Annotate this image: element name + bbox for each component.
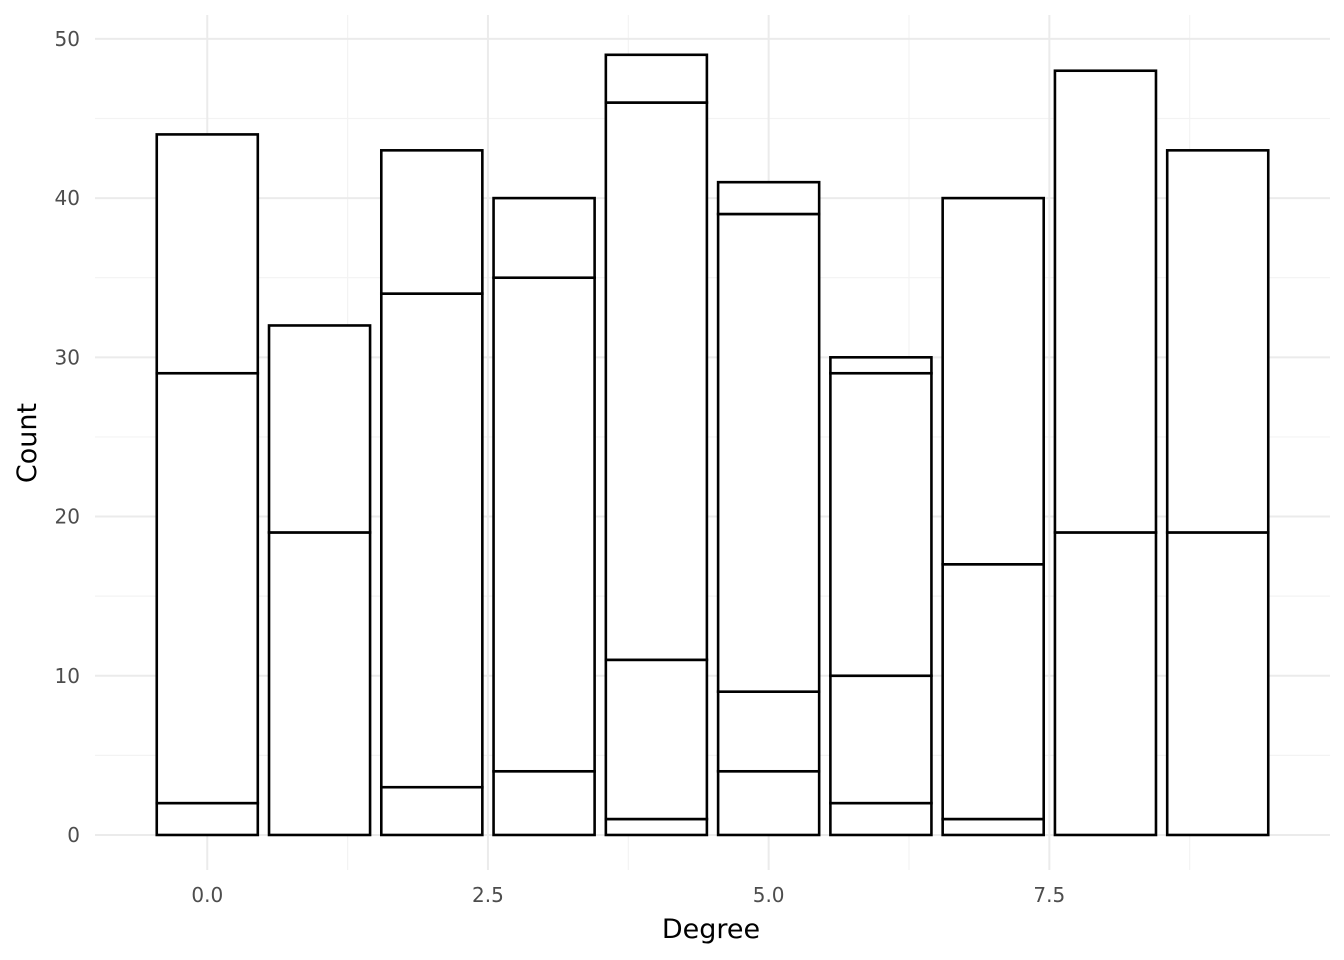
bar-segment — [379, 292, 484, 789]
bar-segment — [492, 769, 596, 837]
bar-stack — [1165, 149, 1270, 837]
bar-segment — [267, 324, 372, 534]
bar-segment — [829, 356, 933, 375]
x-tick-label: 2.5 — [472, 883, 504, 907]
x-axis-ticks: 0.0 2.5 5.0 7.5 — [191, 883, 1065, 907]
bar-segment — [604, 53, 709, 104]
bar-stack — [829, 356, 933, 837]
bar-stack — [604, 53, 709, 837]
bar-segment — [155, 801, 260, 837]
bar-segment — [155, 371, 260, 805]
bar-segment — [941, 817, 1046, 837]
bar-stack — [155, 133, 260, 837]
bar-stack — [716, 180, 821, 837]
bar-segment — [604, 817, 709, 837]
bar-segment — [716, 180, 821, 216]
bar-segment — [829, 371, 933, 678]
bar-segment — [941, 196, 1046, 566]
bar-segment — [716, 212, 821, 693]
bar-segment — [379, 149, 484, 295]
bar-segment — [1165, 149, 1270, 534]
x-axis-title: Degree — [662, 914, 760, 945]
bar-stack — [267, 324, 372, 837]
y-axis-title: Count — [12, 403, 43, 483]
bar-segment — [1165, 531, 1270, 837]
bar-segment — [1053, 531, 1158, 837]
x-tick-label: 0.0 — [191, 883, 223, 907]
y-tick-label: 40 — [55, 186, 80, 210]
bar-segment — [267, 531, 372, 837]
bar-segment — [716, 769, 821, 837]
bar-segment — [1053, 69, 1158, 534]
bar-segment — [941, 563, 1046, 821]
bar-segment — [155, 133, 260, 375]
x-tick-label: 5.0 — [753, 883, 785, 907]
y-tick-label: 20 — [55, 505, 80, 529]
bar-segment — [604, 658, 709, 821]
bar-segment — [379, 785, 484, 837]
bar-stack — [492, 196, 596, 837]
bar-segment — [492, 276, 596, 773]
bar-segment — [604, 101, 709, 662]
bar-segment — [829, 801, 933, 837]
bar-segment — [829, 674, 933, 805]
x-tick-label: 7.5 — [1033, 883, 1065, 907]
y-tick-label: 30 — [55, 345, 80, 369]
y-tick-label: 50 — [55, 27, 80, 51]
bar-stack — [379, 149, 484, 837]
bar-segment — [492, 196, 596, 280]
y-tick-label: 0 — [67, 823, 80, 847]
bars — [155, 53, 1270, 837]
y-axis-ticks: 0 10 20 30 40 50 — [55, 27, 80, 847]
y-tick-label: 10 — [55, 664, 80, 688]
bar-stack — [941, 196, 1046, 837]
bar-stack — [1053, 69, 1158, 837]
bar-segment — [716, 690, 821, 773]
